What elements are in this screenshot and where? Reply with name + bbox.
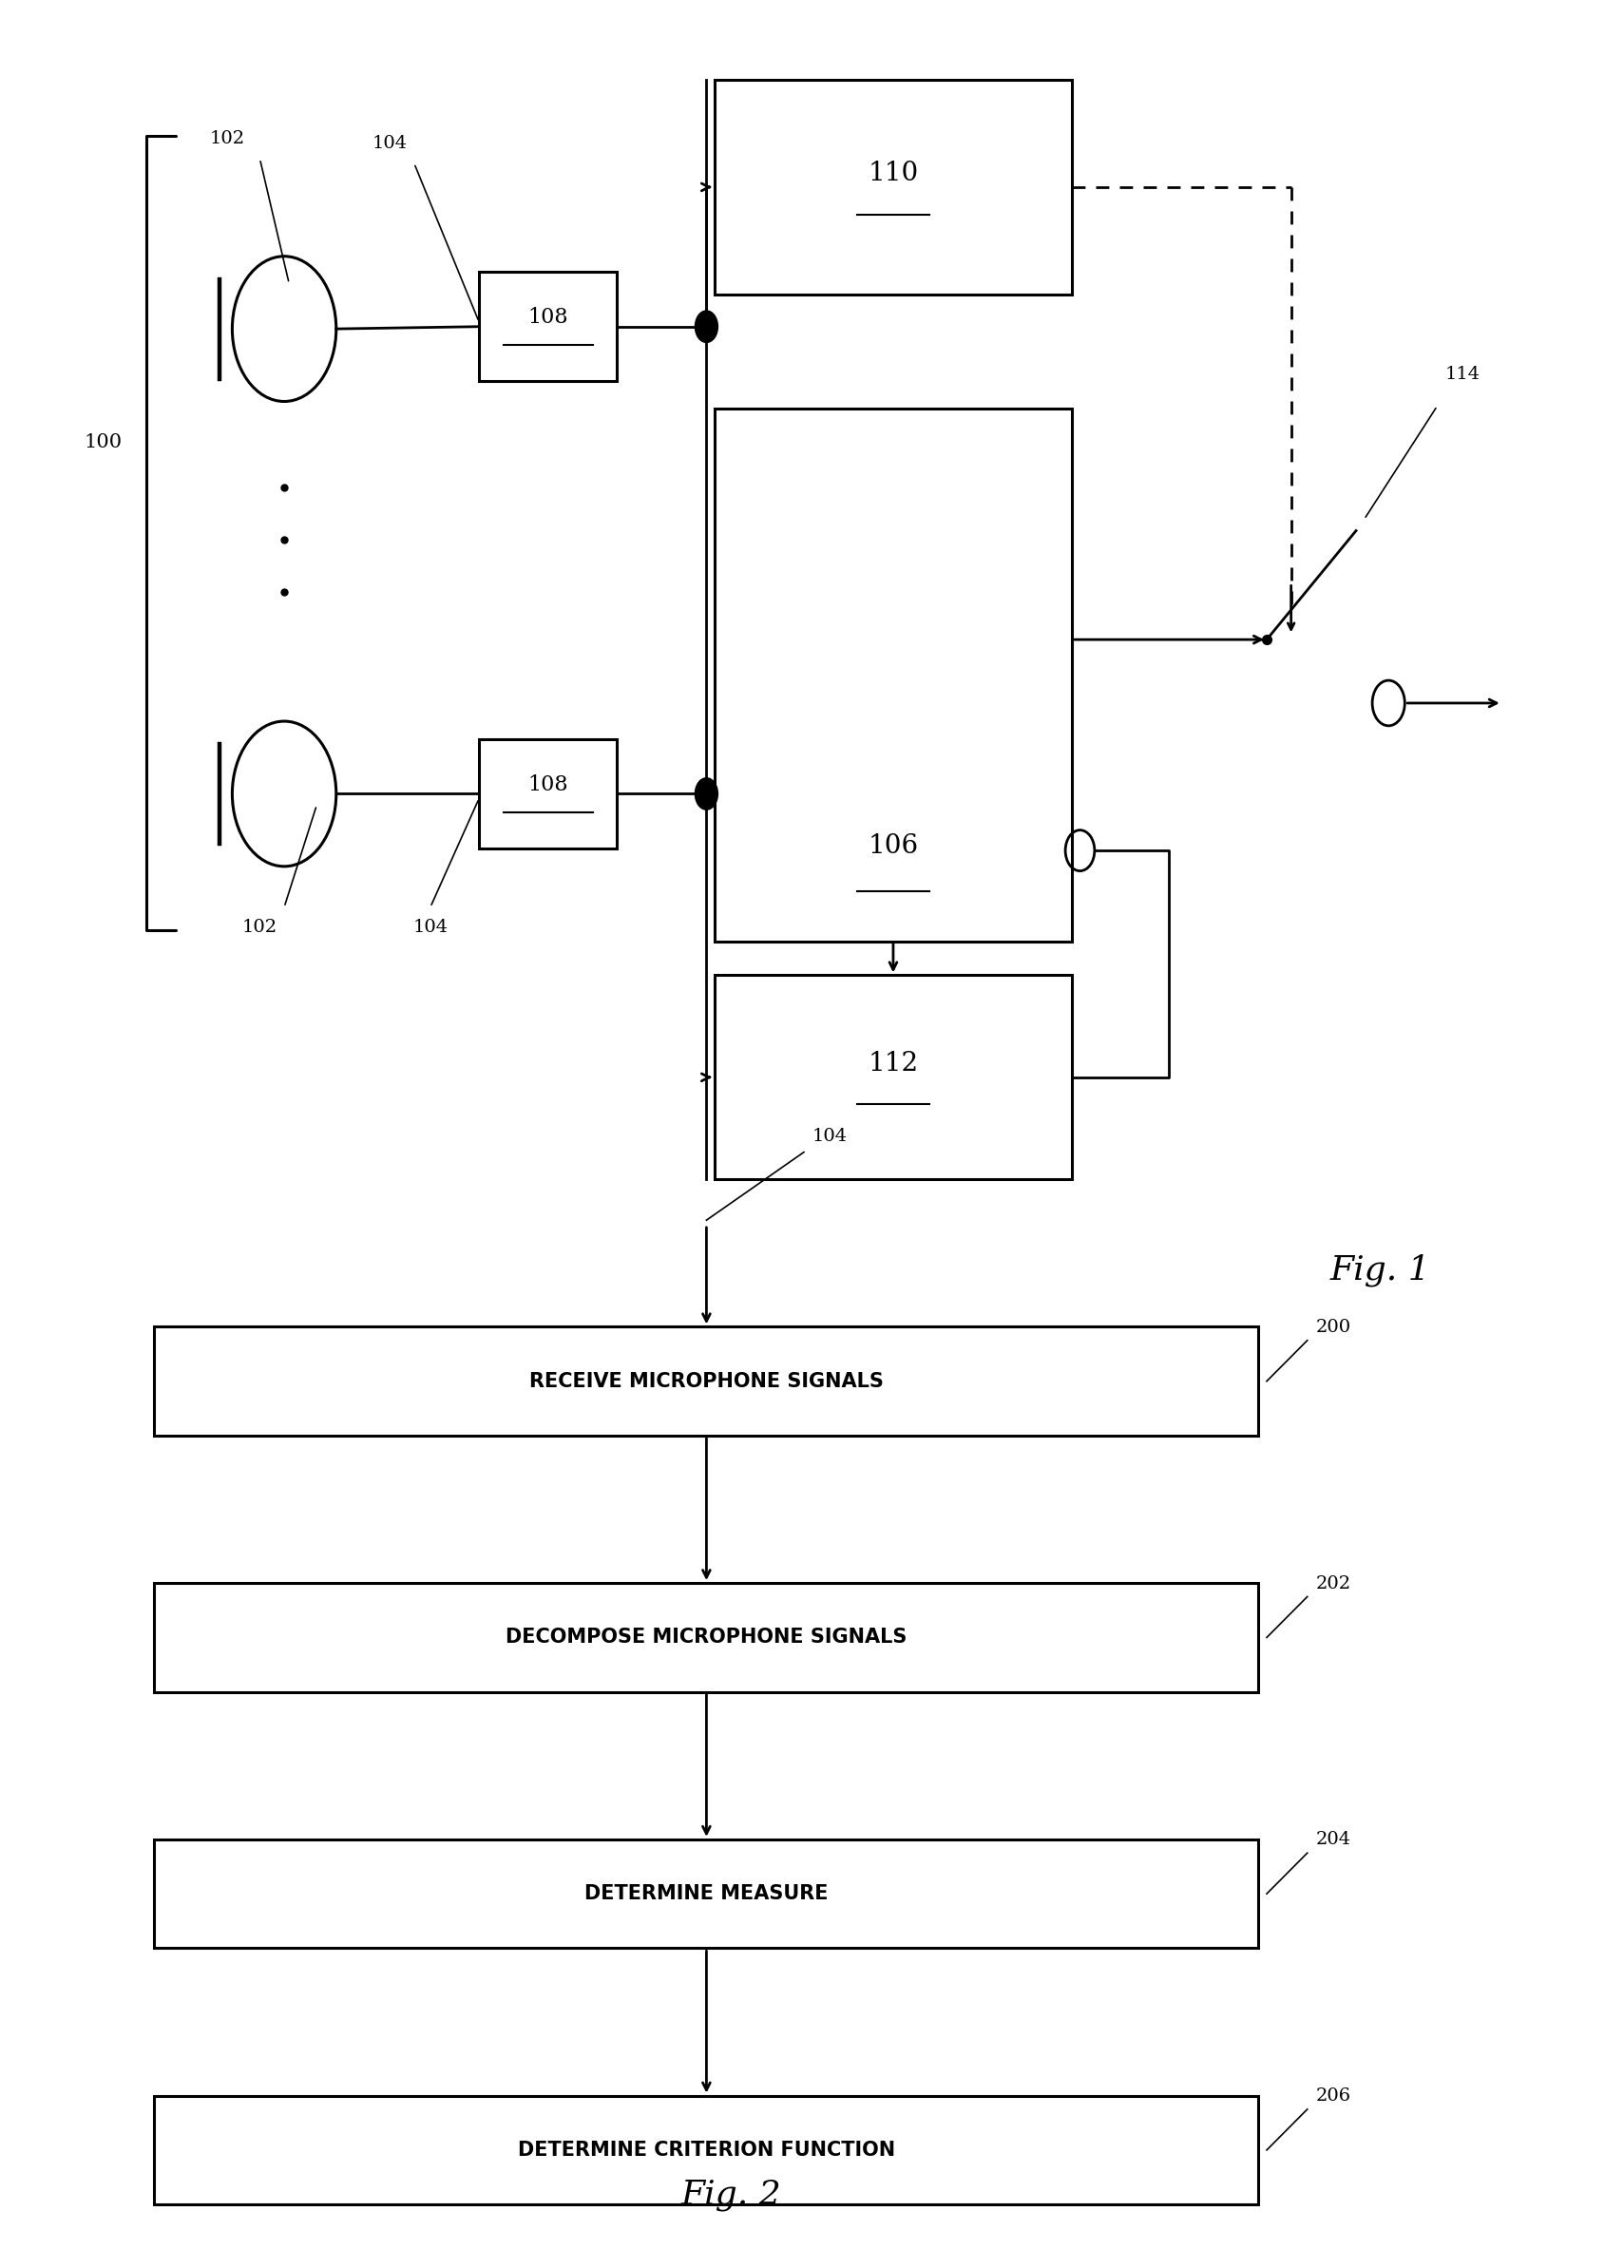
FancyBboxPatch shape [154,1839,1259,1948]
Text: DETERMINE MEASURE: DETERMINE MEASURE [585,1885,828,1903]
Text: RECEIVE MICROPHONE SIGNALS: RECEIVE MICROPHONE SIGNALS [529,1372,883,1390]
FancyBboxPatch shape [715,408,1072,941]
Circle shape [695,311,718,342]
FancyBboxPatch shape [479,739,617,848]
Text: 102: 102 [242,919,278,937]
Text: 200: 200 [1315,1318,1351,1336]
Text: 108: 108 [528,773,568,796]
FancyBboxPatch shape [479,272,617,381]
Text: DECOMPOSE MICROPHONE SIGNALS: DECOMPOSE MICROPHONE SIGNALS [505,1628,908,1647]
Text: 104: 104 [412,919,448,937]
Text: 202: 202 [1315,1574,1351,1592]
FancyBboxPatch shape [715,975,1072,1179]
Text: 100: 100 [84,433,122,451]
Text: Fig. 1: Fig. 1 [1330,1254,1431,1286]
Text: Fig. 2: Fig. 2 [680,2180,781,2211]
Circle shape [695,778,718,810]
Text: 104: 104 [372,134,408,152]
Text: 204: 204 [1315,1830,1351,1848]
Text: 106: 106 [867,832,919,860]
Text: 110: 110 [867,161,919,186]
Text: 114: 114 [1445,365,1481,383]
Text: DETERMINE CRITERION FUNCTION: DETERMINE CRITERION FUNCTION [518,2141,895,2159]
Text: 206: 206 [1315,2087,1351,2105]
Text: 104: 104 [812,1127,848,1145]
Text: 102: 102 [209,129,245,147]
FancyBboxPatch shape [154,2096,1259,2204]
FancyBboxPatch shape [715,79,1072,295]
Text: 112: 112 [867,1050,919,1077]
FancyBboxPatch shape [154,1327,1259,1436]
FancyBboxPatch shape [154,1583,1259,1692]
Text: 108: 108 [528,306,568,329]
